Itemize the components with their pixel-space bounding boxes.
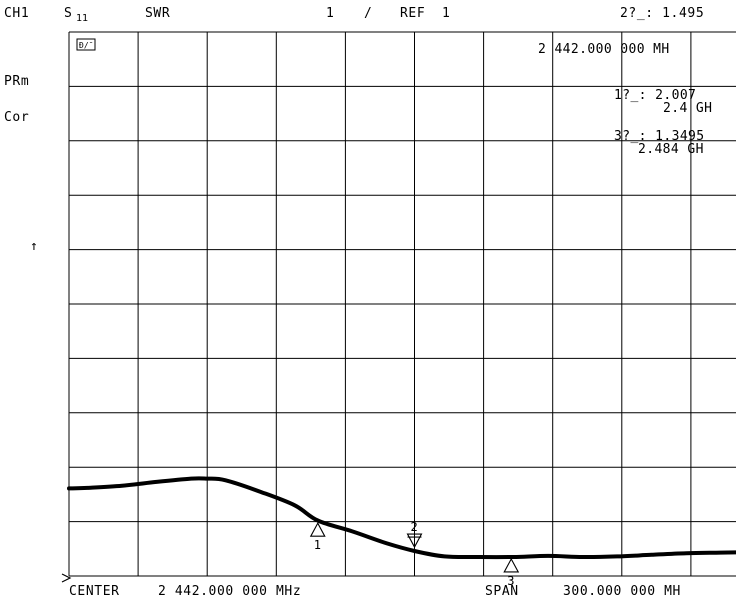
active-marker-readout: 2?_: 1.495 bbox=[620, 6, 704, 21]
parameter-state-label: PRm bbox=[4, 74, 29, 89]
reference-value: 1 bbox=[442, 6, 450, 21]
marker-1-symbol bbox=[309, 522, 326, 537]
stamp-box bbox=[76, 38, 96, 51]
format-label: SWR bbox=[145, 6, 170, 21]
scale-value: 1 bbox=[326, 6, 334, 21]
marker-3-label: 3 bbox=[507, 574, 514, 588]
reference-position-indicator bbox=[61, 573, 72, 583]
reference-label: REF bbox=[400, 6, 425, 21]
marker-1-label: 1 bbox=[314, 538, 321, 552]
parameter-subscript: 11 bbox=[76, 13, 88, 24]
stamp-icon: Ð/¯ bbox=[79, 41, 93, 50]
plot-grid bbox=[68, 31, 736, 577]
marker-1-frequency: 2.4 GH bbox=[663, 101, 712, 116]
parameter-label: S bbox=[64, 6, 72, 21]
marker-1-value: 1?_: 2.007 bbox=[614, 88, 696, 103]
trace-markers: 1 2 3 bbox=[309, 520, 520, 588]
center-value: 2 442.000 000 MHz bbox=[158, 584, 301, 599]
span-value: 300.000 000 MH bbox=[563, 584, 681, 599]
trace-line bbox=[67, 476, 736, 560]
marker-2-label: 2 bbox=[411, 520, 418, 534]
marker-3-frequency: 2.484 GH bbox=[638, 142, 704, 157]
center-label: CENTER bbox=[69, 584, 120, 599]
marker-3-symbol bbox=[503, 557, 520, 573]
reference-arrow-icon: ↑ bbox=[30, 239, 38, 254]
marker-3-value: 3?_: 1.3495 bbox=[614, 129, 705, 144]
channel-label: CH1 bbox=[4, 6, 29, 21]
marker-2-frequency: 2 442.000 000 MH bbox=[538, 42, 670, 57]
span-label: SPAN bbox=[485, 584, 519, 599]
correction-label: Cor bbox=[4, 110, 29, 125]
scale-separator: / bbox=[364, 6, 372, 21]
marker-2-symbol bbox=[406, 533, 423, 549]
